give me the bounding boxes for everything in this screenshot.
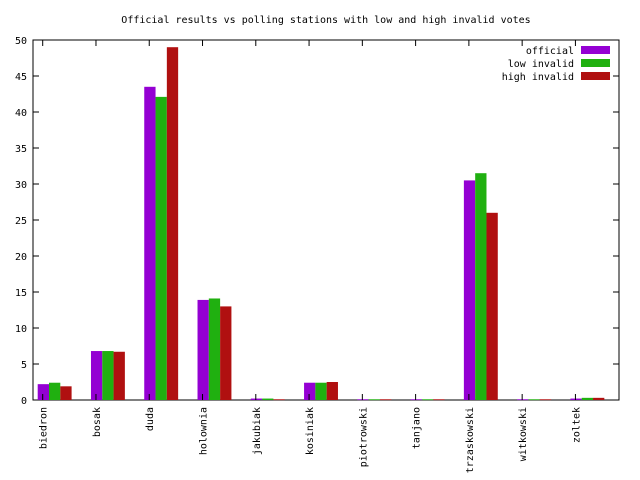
y-tick-label: 35 [15,144,27,155]
x-tick-label-bosak: bosak [92,407,103,437]
x-tick-label-trzaskowski: trzaskowski [465,407,476,473]
x-axis: biedron bosak duda holownia jakubiak kosiniak… [39,40,582,473]
plot-area-frame [32,39,620,401]
bar-tanjano-low-invalid [421,399,434,401]
legend-label-high-invalid: high invalid [502,72,574,83]
bar-kosiniak-high-invalid [326,382,338,400]
bar-bosak-high-invalid [113,351,125,400]
bar-witkowski-high-invalid [539,399,552,401]
bar-biedron-high-invalid [60,386,72,400]
bar-piotrowski-official [357,399,369,401]
bar-trzaskowski-low-invalid [475,173,487,400]
y-tick-label: 10 [15,324,27,335]
legend-label-official: official [526,46,574,57]
bar-jakubiak-high-invalid [273,399,285,401]
legend-swatch-low-invalid [581,59,610,67]
bars [37,47,605,401]
bar-tanjano-official [410,399,422,401]
bar-jakubiak-official [250,398,263,400]
bar-kosiniak-official [304,382,316,400]
x-tick-label-duda: duda [145,407,156,431]
bar-biedron-official [37,384,49,400]
bar-duda-high-invalid [166,47,179,400]
y-tick-label: 5 [21,360,27,371]
bar-trzaskowski-official [463,180,476,400]
bar-jakubiak-low-invalid [262,398,274,400]
x-tick-label-biedron: biedron [39,407,50,449]
y-axis: 0 5 10 15 20 25 30 35 40 45 50 [15,36,619,407]
bar-holownia-official [197,299,209,400]
legend-swatch-high-invalid [581,72,610,80]
chart-title: Official results vs polling stations wit… [121,15,530,26]
bar-piotrowski-high-invalid [379,399,392,401]
bar-tanjano-high-invalid [433,399,445,401]
x-tick-label-piotrowski: piotrowski [358,407,369,467]
bar-holownia-high-invalid [220,306,232,400]
bar-piotrowski-low-invalid [368,399,380,401]
bar-duda-official [144,86,156,401]
x-tick-label-kosiniak: kosiniak [305,407,316,455]
bar-witkowski-official [517,399,529,401]
y-tick-label: 25 [15,216,27,227]
y-tick-label: 40 [15,108,27,119]
y-tick-label: 45 [15,72,27,83]
bar-trzaskowski-high-invalid [486,212,498,400]
x-tick-label-holownia: holownia [199,407,210,455]
y-tick-label: 15 [15,288,27,299]
bar-bosak-low-invalid [102,351,114,400]
bar-zoltek-high-invalid [593,397,605,400]
x-tick-label-tanjano: tanjano [412,407,423,449]
y-tick-label: 20 [15,252,27,263]
y-tick-label: 0 [21,396,27,407]
bar-witkowski-low-invalid [528,399,540,401]
bar-duda-low-invalid [155,96,167,400]
x-tick-label-zoltek: zoltek [571,407,582,443]
legend: official low invalid high invalid [502,46,610,83]
x-tick-label-jakubiak: jakubiak [252,407,263,455]
bar-bosak-official [90,351,103,400]
legend-label-low-invalid: low invalid [508,59,574,70]
bar-biedron-low-invalid [49,382,61,400]
y-tick-label: 30 [15,180,27,191]
bar-zoltek-low-invalid [581,397,594,400]
bar-zoltek-official [570,398,582,400]
bar-holownia-low-invalid [208,298,221,400]
y-tick-label: 50 [15,36,27,47]
x-tick-label-witkowski: witkowski [518,407,529,461]
legend-swatch-official [581,46,610,54]
bar-kosiniak-low-invalid [315,382,327,400]
